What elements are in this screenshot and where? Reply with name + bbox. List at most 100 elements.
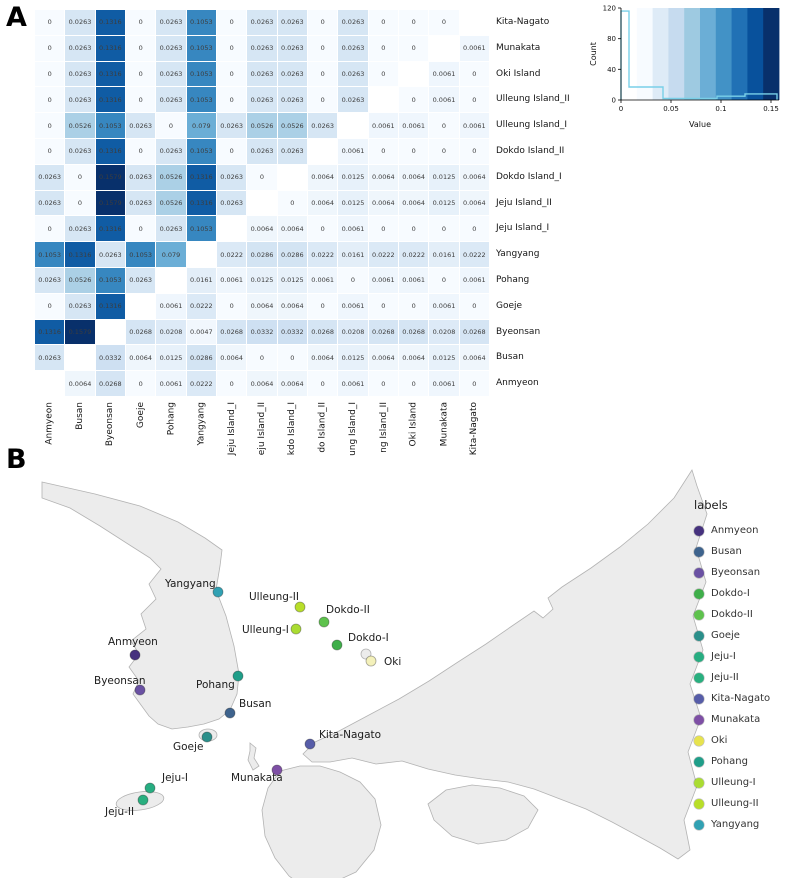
heatmap-cell: 0.0125 — [338, 164, 368, 190]
heatmap-cell — [277, 164, 307, 190]
heatmap-cell: 0 — [308, 293, 338, 319]
legend-label: Dokdo-II — [711, 609, 753, 620]
legend-label: Byeonsan — [711, 567, 761, 578]
heatmap-cell: 0 — [459, 371, 489, 396]
heatmap-cell: 0.0125 — [156, 345, 186, 371]
heatmap-row-labels: Kita-Nagato Munakata Oki Island Ulleung Isl… — [496, 10, 588, 396]
heatmap-cell: 0.0263 — [338, 35, 368, 61]
heatmap-col-label: ng Island_II — [378, 402, 389, 453]
map-points-layer: Anmyeon Busan Byeonsan Dokdo-I Dokdo-II Goeje… — [94, 578, 401, 818]
legend-dot — [694, 651, 704, 662]
heatmap-cell: 0 — [247, 164, 277, 190]
heatmap-cell — [126, 293, 156, 319]
heatmap-cell: 0.0061 — [459, 35, 489, 61]
heatmap-cell: 0.1316 — [95, 35, 125, 61]
island-oki — [360, 648, 372, 660]
heatmap-cell: 0.0222 — [217, 242, 247, 267]
legend-label: Ulleung-I — [711, 777, 756, 788]
heatmap-cell: 0.0064 — [308, 345, 338, 371]
heatmap-cell — [338, 113, 368, 138]
heatmap-cell: 0 — [126, 138, 156, 164]
heatmap-cell: 0.1053 — [186, 87, 216, 113]
legend-label: Kita-Nagato — [711, 693, 771, 704]
heatmap-col-label: Munakata — [439, 402, 450, 447]
y-tick-label: 80 — [607, 35, 616, 43]
heatmap-cell: 0.0263 — [95, 242, 125, 267]
heatmap-row-label: Jeju Island_II — [496, 197, 552, 208]
legend-item: Jeju-II — [694, 667, 790, 688]
heatmap-cell: 0.0286 — [277, 242, 307, 267]
heatmap-cell — [308, 138, 338, 164]
heatmap-cell: 0.0263 — [65, 138, 95, 164]
map-point-jeju-ii — [137, 794, 149, 806]
map-legend: labels Anmyeon Busan Byeonsan Dokdo-I Dokdo-… — [694, 498, 790, 835]
heatmap-cell: 0 — [308, 10, 338, 35]
heatmap-cell: 0.0064 — [399, 164, 429, 190]
heatmap-cell: 0.0061 — [338, 216, 368, 242]
heatmap-cell: 0.0526 — [156, 164, 186, 190]
heatmap-cell: 0.0047 — [186, 319, 216, 345]
heatmap-cell: 0.0222 — [186, 371, 216, 396]
heatmap-cell: 0 — [429, 138, 459, 164]
heatmap-cell: 0 — [368, 61, 398, 87]
legend-label: Goeje — [711, 630, 740, 641]
heatmap-cell: 0.0161 — [338, 242, 368, 267]
legend-item: Oki — [694, 730, 790, 751]
heatmap-col-label: do Island_II — [317, 402, 328, 453]
heatmap-cell: 0.1316 — [95, 10, 125, 35]
heatmap-cell: 0.0268 — [459, 319, 489, 345]
heatmap-cell: 0.0064 — [308, 164, 338, 190]
heatmap-cell: 0.0161 — [186, 267, 216, 293]
heatmap-cell: 0.0263 — [156, 61, 186, 87]
heatmap-cell: 0.0061 — [156, 371, 186, 396]
heatmap-cell: 0 — [126, 10, 156, 35]
heatmap-cell: 0.1316 — [186, 190, 216, 216]
legend-label: Busan — [711, 546, 742, 557]
legend-label: Jeju-II — [711, 672, 739, 683]
histogram-x-axis-title: Value — [689, 120, 711, 129]
heatmap-cell: 0 — [368, 216, 398, 242]
heatmap-cell: 0.0061 — [429, 87, 459, 113]
heatmap-cell: 0.079 — [156, 242, 186, 267]
heatmap-cell: 0.0064 — [277, 293, 307, 319]
heatmap-cell: 0.0064 — [459, 190, 489, 216]
color-key-band — [668, 8, 685, 100]
heatmap-cell: 0.1316 — [35, 319, 65, 345]
heatmap-cell: 0.0064 — [247, 216, 277, 242]
heatmap-cell: 0.0125 — [338, 190, 368, 216]
map: Anmyeon Busan Byeonsan Dokdo-I Dokdo-II Goeje… — [41, 469, 708, 878]
heatmap-cell: 0.0263 — [65, 293, 95, 319]
heatmap-cell: 0.0526 — [247, 113, 277, 138]
map-point-anmyeon — [129, 649, 141, 661]
heatmap-cell: 0.1053 — [35, 242, 65, 267]
color-key-bands — [621, 8, 780, 100]
heatmap-cell: 0.0263 — [65, 10, 95, 35]
heatmap-cell: 0 — [399, 10, 429, 35]
heatmap-cell: 0 — [35, 138, 65, 164]
heatmap-col-label: Anmyeon — [44, 402, 55, 445]
heatmap-cell: 0.0064 — [368, 345, 398, 371]
legend-label: Jeju-I — [711, 651, 736, 662]
heatmap-cell: 0.0061 — [368, 113, 398, 138]
heatmap-cell — [217, 216, 247, 242]
heatmap-cell: 0 — [126, 35, 156, 61]
heatmap-cell: 0 — [35, 61, 65, 87]
heatmap-row-label: Ulleung Island_I — [496, 120, 568, 131]
legend-label: Dokdo-I — [711, 588, 750, 599]
legend-items: Anmyeon Busan Byeonsan Dokdo-I Dokdo-II Goeje… — [694, 520, 790, 835]
heatmap-cell: 0 — [399, 216, 429, 242]
heatmap-cell: 0 — [65, 190, 95, 216]
heatmap-cell: 0.0263 — [65, 216, 95, 242]
heatmap-cell: 0.0064 — [217, 345, 247, 371]
heatmap-cell: 0.0064 — [277, 216, 307, 242]
legend-dot — [694, 525, 704, 536]
heatmap-cell: 0.0268 — [95, 371, 125, 396]
x-tick-label: 0.15 — [763, 105, 779, 113]
heatmap-row-label: Busan — [496, 352, 524, 363]
heatmap-cell: 0.0161 — [429, 242, 459, 267]
heatmap-cell: 0.0263 — [65, 87, 95, 113]
map-point-label: Dokdo-I — [348, 632, 389, 644]
heatmap-cell — [247, 190, 277, 216]
heatmap-cell — [186, 242, 216, 267]
heatmap-cell: 0.0208 — [338, 319, 368, 345]
